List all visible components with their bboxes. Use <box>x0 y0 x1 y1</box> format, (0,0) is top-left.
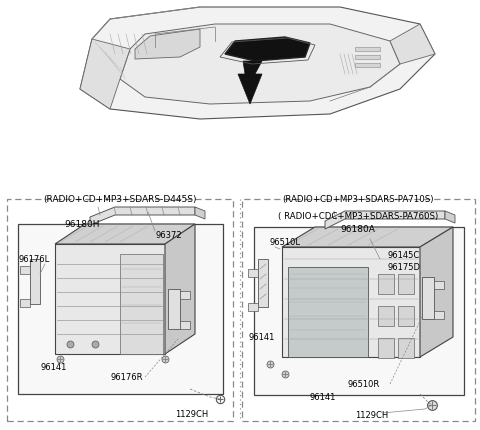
Bar <box>288 267 368 357</box>
Bar <box>355 64 380 68</box>
Text: 96141: 96141 <box>310 393 336 402</box>
Bar <box>378 274 394 294</box>
Text: 96141: 96141 <box>40 362 66 372</box>
Bar <box>355 56 380 60</box>
Polygon shape <box>135 30 200 60</box>
Bar <box>258 259 268 307</box>
Bar <box>20 266 30 274</box>
Bar <box>180 321 190 329</box>
Bar <box>120 255 163 354</box>
Text: 96372: 96372 <box>155 230 181 239</box>
Polygon shape <box>55 244 165 354</box>
Bar <box>434 281 444 289</box>
Bar <box>168 289 180 329</box>
Text: 96175D: 96175D <box>388 263 421 272</box>
Bar <box>18 224 223 394</box>
Text: 96510L: 96510L <box>270 238 301 247</box>
Polygon shape <box>120 25 400 105</box>
Text: (RADIO+CD+MP3+SDARS-D445S): (RADIO+CD+MP3+SDARS-D445S) <box>43 194 197 203</box>
Bar <box>20 299 30 307</box>
Text: ( RADIO+CDC+MP3+SDARS-PA760S): ( RADIO+CDC+MP3+SDARS-PA760S) <box>278 212 438 221</box>
Text: 96176L: 96176L <box>18 255 49 264</box>
Bar <box>7 200 233 421</box>
Bar <box>398 338 414 358</box>
Text: 96510R: 96510R <box>348 380 380 389</box>
Text: 96180H: 96180H <box>64 219 100 228</box>
Text: 96145C: 96145C <box>388 250 420 259</box>
Bar <box>434 311 444 319</box>
Bar <box>378 338 394 358</box>
Polygon shape <box>282 227 453 247</box>
Text: 1129CH: 1129CH <box>355 411 388 420</box>
Bar <box>30 259 40 304</box>
Bar <box>254 227 464 395</box>
Polygon shape <box>238 62 262 105</box>
Polygon shape <box>55 224 195 244</box>
Polygon shape <box>165 224 195 354</box>
Bar <box>242 200 475 421</box>
Bar <box>180 291 190 299</box>
Polygon shape <box>90 208 195 225</box>
Bar <box>248 303 258 311</box>
Polygon shape <box>282 247 420 357</box>
Polygon shape <box>420 227 453 357</box>
Text: 96141: 96141 <box>248 333 275 342</box>
Polygon shape <box>195 208 205 219</box>
Bar <box>248 269 258 277</box>
Polygon shape <box>80 40 130 110</box>
Text: 1129CH: 1129CH <box>175 409 208 418</box>
Bar <box>398 306 414 326</box>
Polygon shape <box>225 38 310 62</box>
Polygon shape <box>445 212 455 224</box>
Bar <box>398 274 414 294</box>
Polygon shape <box>325 212 445 230</box>
Bar <box>378 306 394 326</box>
Text: (RADIO+CD+MP3+SDARS-PA710S): (RADIO+CD+MP3+SDARS-PA710S) <box>282 194 434 203</box>
Bar <box>422 277 434 319</box>
Polygon shape <box>390 25 435 65</box>
Text: 96180A: 96180A <box>341 224 375 233</box>
Text: 96176R: 96176R <box>110 373 143 381</box>
Polygon shape <box>80 8 435 120</box>
Bar <box>355 48 380 52</box>
